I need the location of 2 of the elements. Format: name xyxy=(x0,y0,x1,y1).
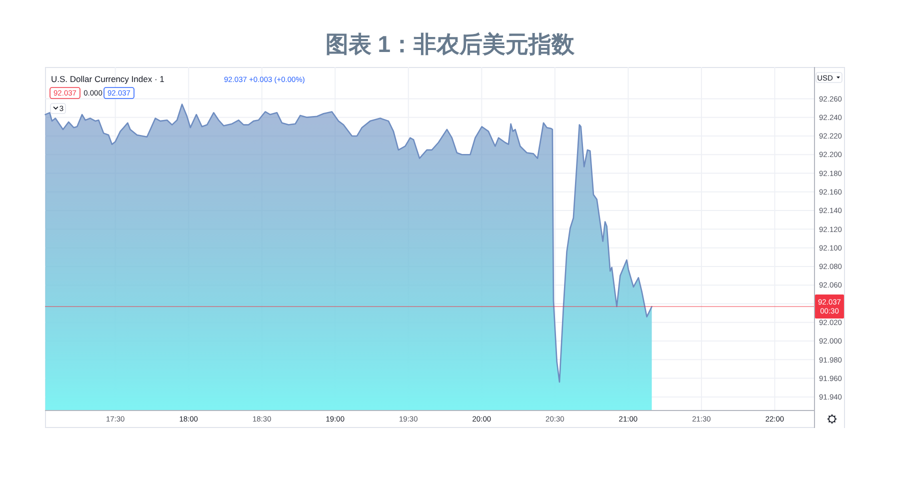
chart-title: 图表 1：非农后美元指数 xyxy=(325,31,576,57)
text: U.S. Dollar Currency Index · 1 xyxy=(51,74,165,84)
